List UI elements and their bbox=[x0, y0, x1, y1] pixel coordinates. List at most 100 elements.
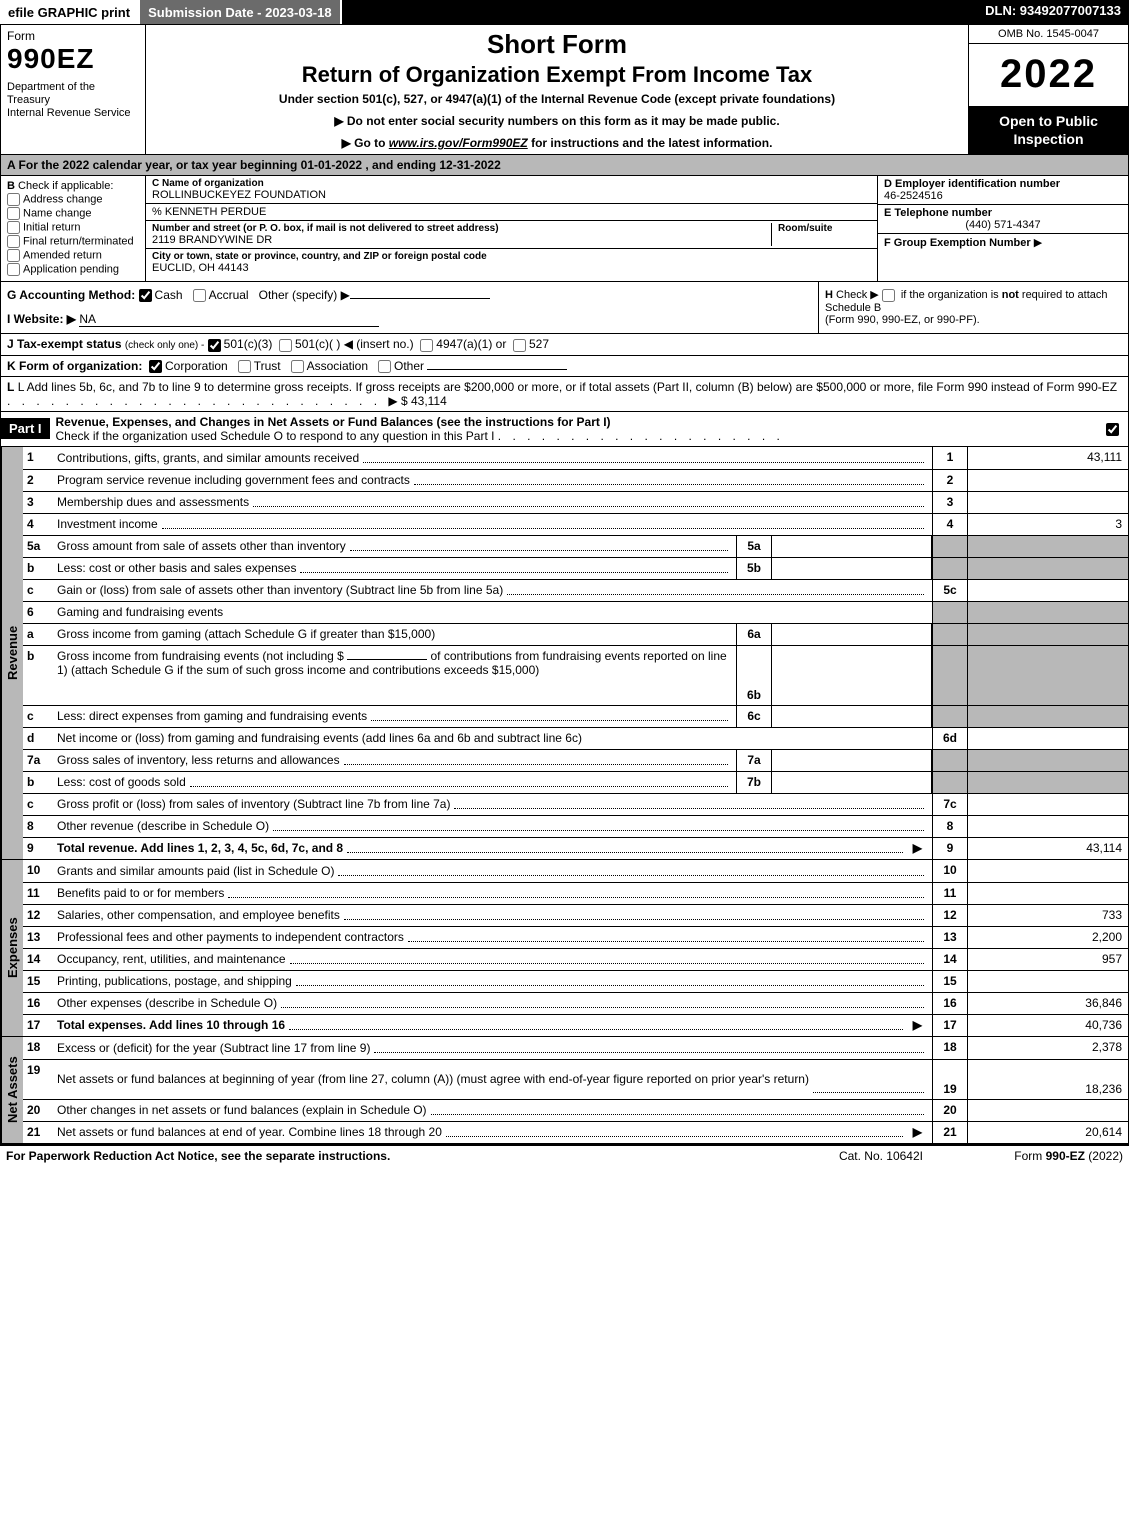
line-5a-rn-shade bbox=[932, 536, 968, 557]
line-6-val-shade bbox=[968, 602, 1128, 623]
line-5c-num: c bbox=[23, 580, 53, 601]
line-5a-num: 5a bbox=[23, 536, 53, 557]
e-phone-label: E Telephone number bbox=[884, 207, 1122, 219]
line-6b-rn-shade bbox=[932, 646, 968, 705]
line-18: 18 Excess or (deficit) for the year (Sub… bbox=[23, 1037, 1128, 1059]
line-19: 19 Net assets or fund balances at beginn… bbox=[23, 1059, 1128, 1099]
part1-header: Part I Revenue, Expenses, and Changes in… bbox=[1, 412, 1128, 447]
submission-date: Submission Date - 2023-03-18 bbox=[140, 0, 342, 24]
chk-501c[interactable] bbox=[279, 339, 292, 352]
chk-application-pending[interactable]: Application pending bbox=[7, 263, 139, 276]
line-12-rn: 12 bbox=[932, 905, 968, 926]
line-6a-num: a bbox=[23, 624, 53, 645]
row-a-calendar-year: A For the 2022 calendar year, or tax yea… bbox=[1, 155, 1128, 176]
line-17-val: 40,736 bbox=[968, 1015, 1128, 1036]
chk-corporation[interactable] bbox=[149, 360, 162, 373]
chk-other-org[interactable] bbox=[378, 360, 391, 373]
form-word: Form bbox=[7, 29, 139, 43]
chk-schedule-o-part1[interactable] bbox=[1106, 423, 1119, 436]
header-right: OMB No. 1545-0047 2022 Open to Public In… bbox=[968, 25, 1128, 154]
topbar-spacer bbox=[342, 0, 978, 24]
line-14-desc: Occupancy, rent, utilities, and maintena… bbox=[57, 952, 286, 966]
expenses-vlabel: Expenses bbox=[1, 860, 23, 1036]
expenses-section: Expenses 10 Grants and similar amounts p… bbox=[1, 860, 1128, 1037]
goto-suffix: for instructions and the latest informat… bbox=[528, 136, 773, 150]
line-5b-desc: Less: cost or other basis and sales expe… bbox=[57, 561, 296, 575]
org-name: ROLLINBUCKEYEZ FOUNDATION bbox=[152, 189, 871, 201]
care-of: % KENNETH PERDUE bbox=[146, 204, 877, 221]
line-2-num: 2 bbox=[23, 470, 53, 491]
line-3-rn: 3 bbox=[932, 492, 968, 513]
row-k: K Form of organization: Corporation Trus… bbox=[1, 356, 1128, 377]
line-16: 16 Other expenses (describe in Schedule … bbox=[23, 992, 1128, 1014]
line-11-rn: 11 bbox=[932, 883, 968, 904]
line-18-val: 2,378 bbox=[968, 1037, 1128, 1059]
line-1-rn: 1 bbox=[932, 447, 968, 469]
line-21-rn: 21 bbox=[932, 1122, 968, 1143]
line-7b-sv bbox=[772, 772, 932, 793]
chk-association[interactable] bbox=[291, 360, 304, 373]
room-label: Room/suite bbox=[778, 223, 871, 234]
chk-address-change[interactable]: Address change bbox=[7, 193, 139, 206]
footer-form-prefix: Form bbox=[1014, 1149, 1045, 1163]
line-7a: 7a Gross sales of inventory, less return… bbox=[23, 749, 1128, 771]
line-17-rn: 17 bbox=[932, 1015, 968, 1036]
chk-amended-return[interactable]: Amended return bbox=[7, 249, 139, 262]
h-not: not bbox=[1002, 289, 1019, 301]
h-txt2: if the organization is bbox=[901, 289, 1002, 301]
l-text: L Add lines 5b, 6c, and 7b to line 9 to … bbox=[18, 380, 1117, 394]
line-17-num: 17 bbox=[23, 1015, 53, 1036]
line-5a-desc: Gross amount from sale of assets other t… bbox=[57, 539, 346, 553]
line-3-num: 3 bbox=[23, 492, 53, 513]
chk-501c3[interactable] bbox=[208, 339, 221, 352]
line-11: 11 Benefits paid to or for members 11 bbox=[23, 882, 1128, 904]
line-6b-num: b bbox=[23, 646, 53, 705]
line-16-desc: Other expenses (describe in Schedule O) bbox=[57, 996, 277, 1010]
line-6c-rn-shade bbox=[932, 706, 968, 727]
line-13-num: 13 bbox=[23, 927, 53, 948]
g-label: G Accounting Method: bbox=[7, 288, 135, 302]
lbl-4947a1: 4947(a)(1) or bbox=[436, 337, 506, 351]
goto-prefix: ▶ Go to bbox=[342, 136, 389, 150]
h-check-arrow: Check ▶ bbox=[836, 289, 879, 301]
street-value: 2119 BRANDYWINE DR bbox=[152, 234, 771, 246]
chk-name-change[interactable]: Name change bbox=[7, 207, 139, 220]
line-9: 9 Total revenue. Add lines 1, 2, 3, 4, 5… bbox=[23, 837, 1128, 859]
topbar: efile GRAPHIC print Submission Date - 20… bbox=[0, 0, 1129, 24]
chk-4947a1[interactable] bbox=[420, 339, 433, 352]
footer-left: For Paperwork Reduction Act Notice, see … bbox=[6, 1149, 839, 1163]
i-label: I Website: ▶ bbox=[7, 312, 76, 326]
chk-initial-return[interactable]: Initial return bbox=[7, 221, 139, 234]
line-18-desc: Excess or (deficit) for the year (Subtra… bbox=[57, 1041, 370, 1055]
chk-schedule-b-not-required[interactable] bbox=[882, 289, 895, 302]
lbl-corporation: Corporation bbox=[165, 359, 228, 373]
chk-final-return[interactable]: Final return/terminated bbox=[7, 235, 139, 248]
line-20-rn: 20 bbox=[932, 1100, 968, 1121]
line-7b: b Less: cost of goods sold 7b bbox=[23, 771, 1128, 793]
line-6-num: 6 bbox=[23, 602, 53, 623]
lbl-accrual: Accrual bbox=[209, 288, 249, 302]
line-5c-val bbox=[968, 580, 1128, 601]
line-18-rn: 18 bbox=[932, 1037, 968, 1059]
line-6a-val-shade bbox=[968, 624, 1128, 645]
line-10-val bbox=[968, 860, 1128, 882]
chk-trust[interactable] bbox=[238, 360, 251, 373]
footer-form-num: 990-EZ bbox=[1046, 1149, 1085, 1163]
line-7b-val-shade bbox=[968, 772, 1128, 793]
line-1-val: 43,111 bbox=[968, 447, 1128, 469]
line-5b-sv bbox=[772, 558, 932, 579]
line-7a-desc: Gross sales of inventory, less returns a… bbox=[57, 753, 340, 767]
line-6d-val bbox=[968, 728, 1128, 749]
line-6a-rn-shade bbox=[932, 624, 968, 645]
line-7c-val bbox=[968, 794, 1128, 815]
chk-527[interactable] bbox=[513, 339, 526, 352]
irs-link[interactable]: www.irs.gov/Form990EZ bbox=[389, 136, 528, 150]
line-7b-rn-shade bbox=[932, 772, 968, 793]
line-6-rn-shade bbox=[932, 602, 968, 623]
lbl-other-specify: Other (specify) ▶ bbox=[259, 288, 350, 302]
chk-accrual[interactable] bbox=[193, 289, 206, 302]
part1-label: Part I bbox=[1, 418, 50, 439]
chk-cash[interactable] bbox=[139, 289, 152, 302]
line-6b-sub: 6b bbox=[736, 646, 772, 705]
line-5c-desc: Gain or (loss) from sale of assets other… bbox=[57, 583, 503, 597]
